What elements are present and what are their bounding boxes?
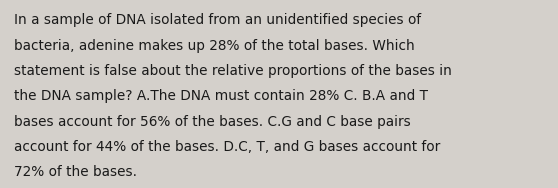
Text: 72% of the bases.: 72% of the bases. <box>14 165 137 179</box>
Text: the DNA sample? A.The DNA must contain 28% C. B.A and T: the DNA sample? A.The DNA must contain 2… <box>14 89 428 103</box>
Text: account for 44% of the bases. D.C, T, and G bases account for: account for 44% of the bases. D.C, T, an… <box>14 140 440 154</box>
Text: bases account for 56% of the bases. C.G and C base pairs: bases account for 56% of the bases. C.G … <box>14 115 411 129</box>
Text: In a sample of DNA isolated from an unidentified species of: In a sample of DNA isolated from an unid… <box>14 13 421 27</box>
Text: bacteria, adenine makes up 28% of the total bases. Which: bacteria, adenine makes up 28% of the to… <box>14 39 415 52</box>
Text: statement is false about the relative proportions of the bases in: statement is false about the relative pr… <box>14 64 452 78</box>
